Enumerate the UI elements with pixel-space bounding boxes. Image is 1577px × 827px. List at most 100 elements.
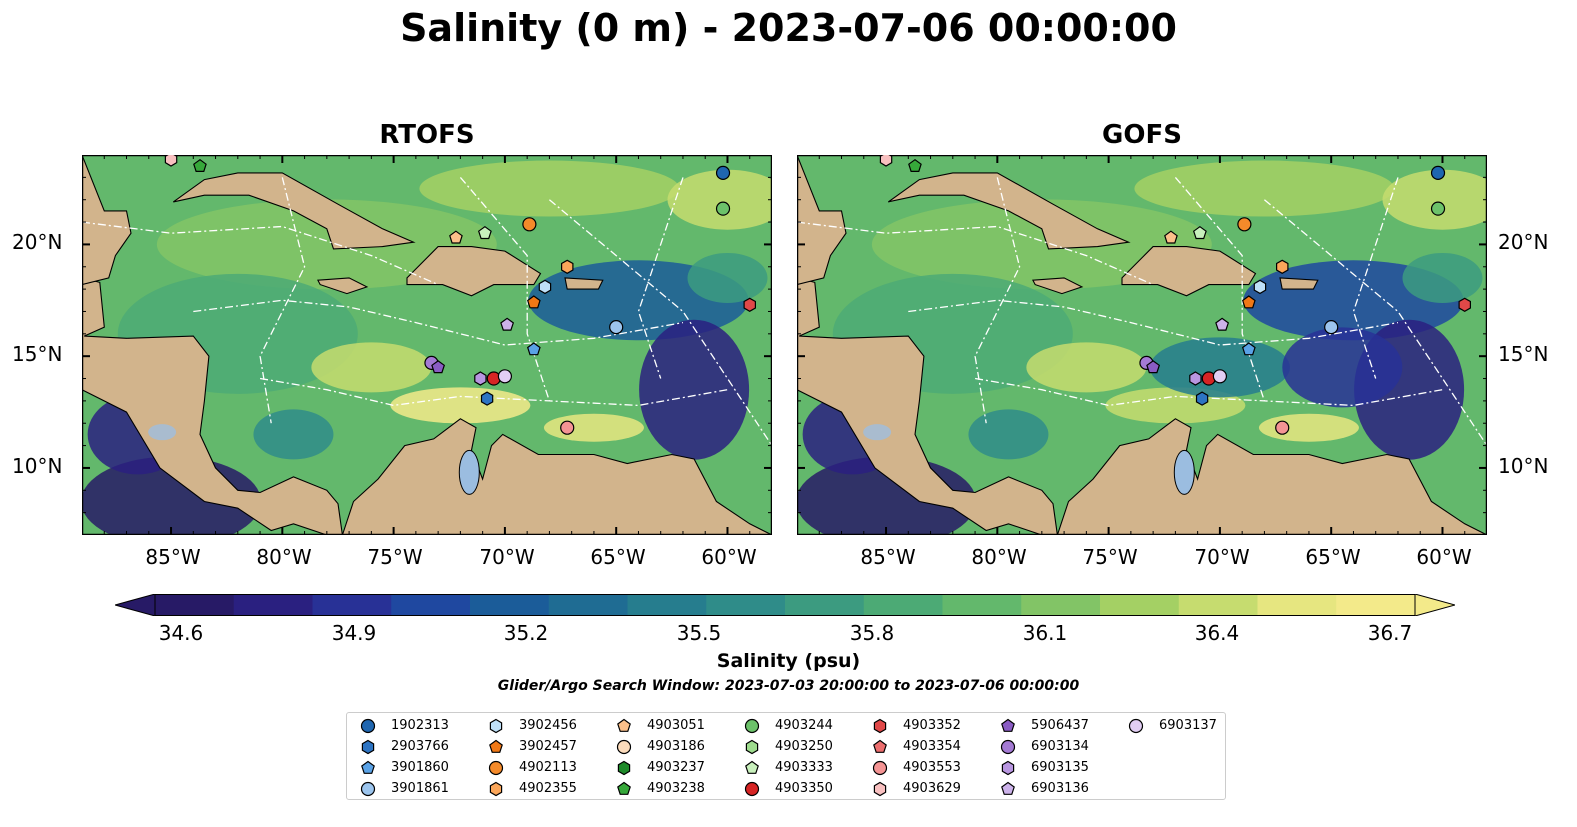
float-marker-4902113 [1237,217,1252,232]
legend-marker [873,781,887,797]
eez-boundary-line [974,177,1021,424]
colorbar-tick: 36.4 [1194,621,1240,645]
colorbar-swatch [1336,594,1416,616]
float-marker-4903333 [1192,225,1207,240]
puerto-rico-land [564,277,604,290]
float-marker-6903137 [497,369,513,384]
float-marker-1902313 [1430,165,1446,180]
figure-title: Salinity (0 m) - 2023-07-06 00:00:00 [400,6,1177,50]
pentagon-marker-icon [617,718,631,732]
eez-boundary-line [797,221,1154,286]
lon-label-80w-rtofs: 80°W [256,545,312,569]
central-america-land [797,277,1058,535]
lat-label-20n-left: 20°N [12,230,63,254]
legend-label: 2903766 [391,739,449,754]
eez-boundary-line [637,177,684,379]
circle-marker-icon [360,781,376,797]
float-marker-4903244 [715,201,731,216]
map-panel-rtofs [82,155,772,535]
float-marker-1902313 [715,165,731,180]
lake-maracaibo [1173,449,1195,495]
float-marker-4903244 [1430,201,1446,216]
legend-marker [745,739,759,755]
hexagon-marker-icon [873,718,887,734]
pentagon-marker-icon [489,739,503,753]
circle-marker-icon [616,739,632,755]
colorbar-swatch [706,594,786,616]
legend-marker [1128,718,1144,734]
legend-label: 4903354 [903,739,961,754]
legend-marker [1001,718,1015,732]
legend-marker [361,739,375,755]
lat-label-20n-right: 20°N [1498,230,1549,254]
legend-label: 6903137 [1159,718,1217,733]
float-marker-4903553 [1275,420,1290,435]
float-marker-3902456 [1253,279,1267,295]
float-marker-6903135 [474,371,487,386]
legend-label: 4903238 [647,781,705,796]
legend-label: 3902457 [519,739,577,754]
pentagon-marker-icon [361,760,375,774]
float-marker-6903136 [1215,317,1230,331]
legend-marker [617,760,631,776]
lon-label-65w-rtofs: 65°W [590,545,646,569]
salinity-patch [1149,337,1290,398]
salinity-patch [1026,342,1147,393]
map-frame [797,155,1487,535]
hispaniola-land [406,246,542,297]
colorbar-frame [154,594,1416,616]
float-marker-6903136 [500,317,515,331]
colorbar-swatch [863,594,944,616]
float-marker-4903238 [908,158,922,172]
legend-label: 4903352 [903,718,961,733]
hexagon-marker-icon [489,781,503,797]
hexagon-marker-icon [745,739,759,755]
salinity-patch [419,160,680,217]
float-marker-4903051 [449,230,463,244]
yucatan-land [797,155,847,286]
pentagon-marker-icon [745,760,759,774]
eez-boundary-line [908,299,1399,346]
legend-marker [489,781,503,797]
salinity-patch [667,169,772,230]
legend-marker [745,760,759,774]
float-marker-3902457 [526,295,541,309]
legend-marker [361,760,375,774]
salinity-patch [1258,413,1359,442]
colorbar-swatch [1100,594,1180,616]
colorbar-swatch [548,594,629,616]
float-marker-4902355 [1276,259,1289,274]
legend-label: 6903135 [1031,760,1089,775]
salinity-patch [871,199,1212,290]
lon-label-85w-gofs: 85°W [860,545,916,569]
yucatan-land [82,155,132,286]
eez-boundary-line [1352,177,1399,379]
eez-boundary-line [259,177,306,424]
colorbar-swatch [1257,594,1337,616]
circle-marker-icon [1000,739,1016,755]
legend-marker [617,781,631,795]
float-marker-4903333 [477,225,492,240]
float-marker-5906437 [1146,360,1161,374]
salinity-patch [1134,160,1395,217]
legend-marker [1000,739,1016,755]
colorbar-tick: 34.9 [331,621,377,645]
circle-marker-icon [744,781,760,797]
jamaica-land [317,277,369,295]
circle-marker-icon [488,760,504,776]
lon-label-70w-gofs: 70°W [1194,545,1250,569]
colorbar-swatch [1021,594,1101,616]
lon-label-60w-gofs: 60°W [1416,545,1472,569]
legend-label: 3901860 [391,760,449,775]
salinity-patch [1282,327,1403,408]
hispaniola-land [1121,246,1257,297]
eez-boundary-line [974,377,1443,407]
legend-label: 5906437 [1031,718,1089,733]
lon-label-75w-rtofs: 75°W [367,545,423,569]
panel-title-gofs: GOFS [1102,120,1182,150]
salinity-patch [1382,169,1487,230]
lake-nicaragua [148,424,177,441]
eez-boundary-line [259,377,728,407]
colorbar [115,594,1455,616]
pentagon-marker-icon [617,781,631,795]
